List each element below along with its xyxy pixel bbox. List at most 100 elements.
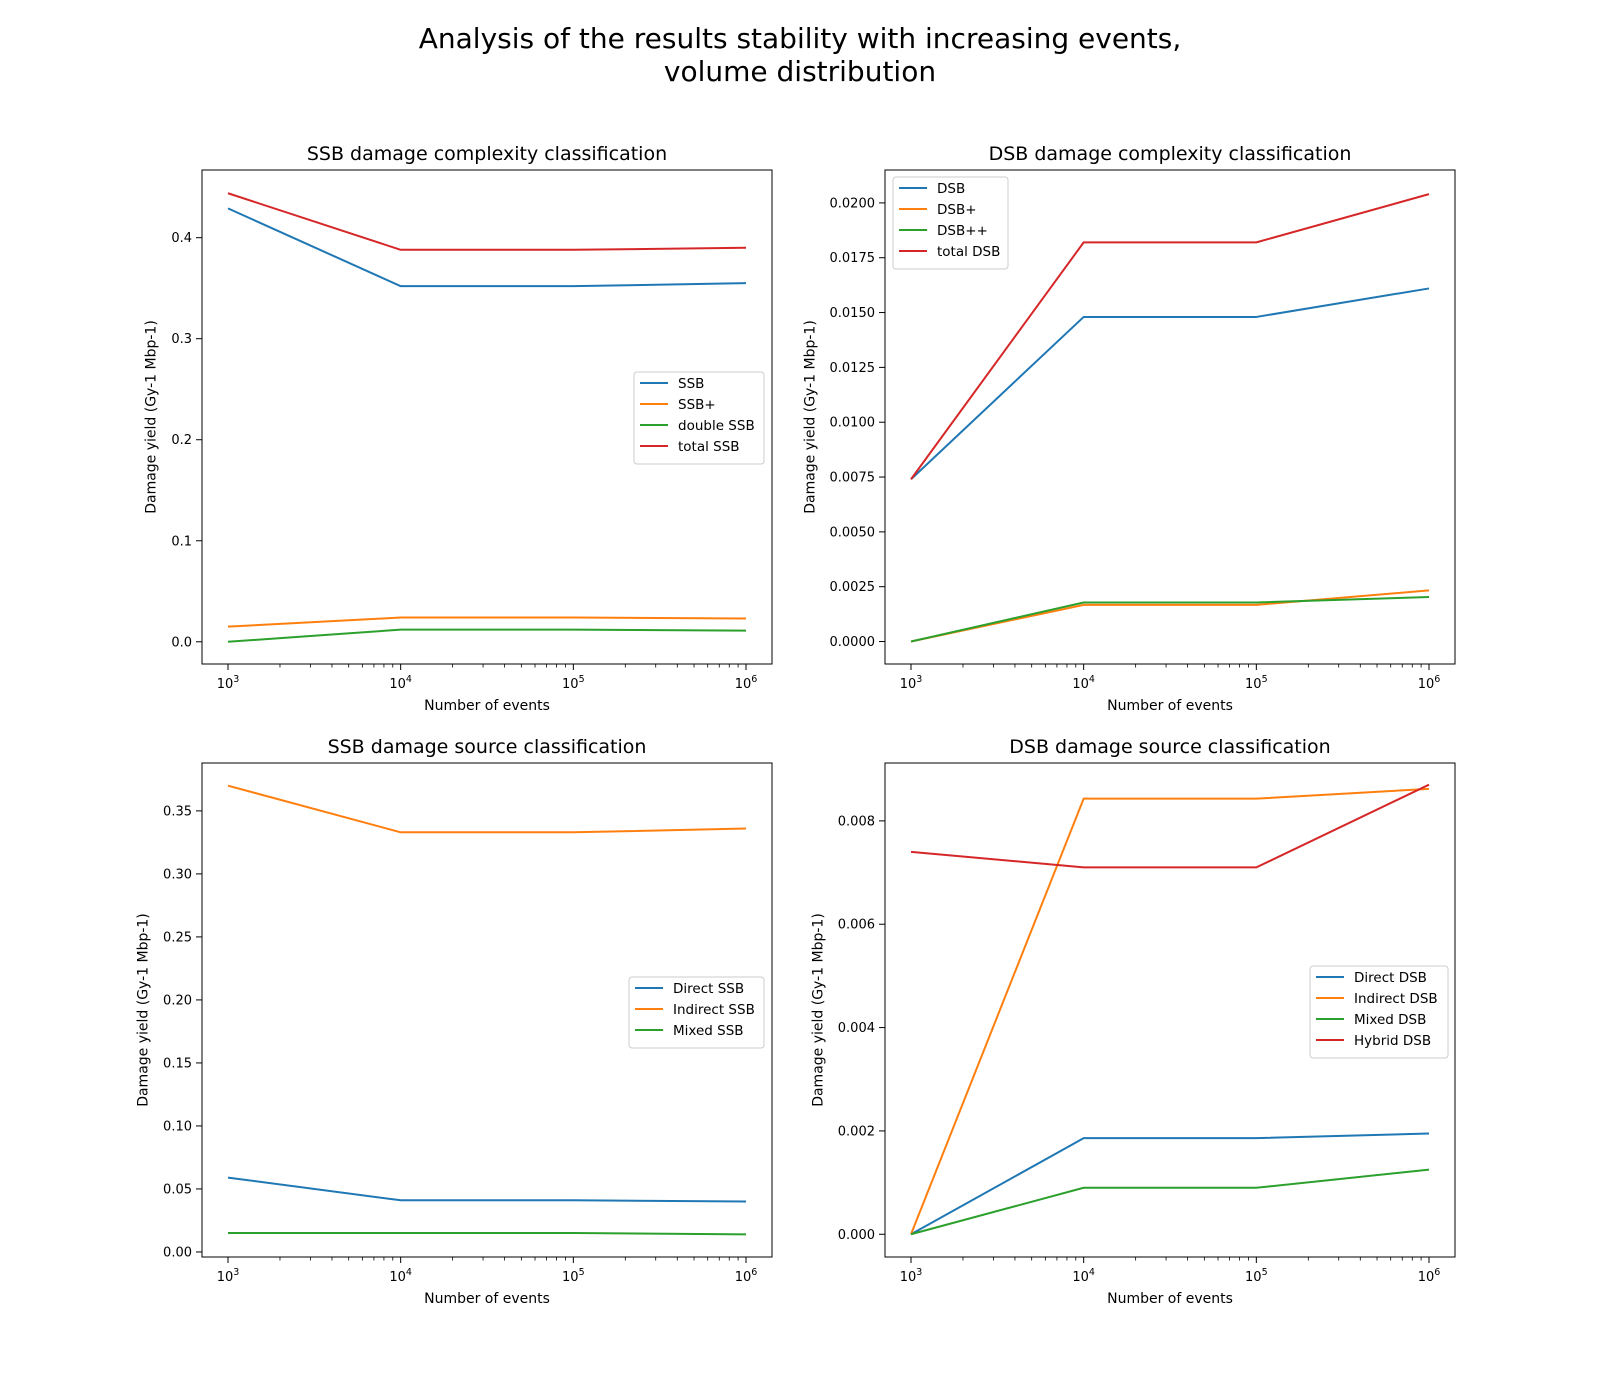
y-tick-label: 0.000 xyxy=(838,1228,875,1243)
chart-panel-2: DSB damage complexity classification 103 1… xyxy=(802,143,1456,714)
series-line-dsb xyxy=(910,589,1430,643)
x-tick-label: 104 xyxy=(1072,674,1095,692)
y-tick-label: 0.05 xyxy=(163,1182,192,1197)
legend-box xyxy=(892,176,1009,270)
series-line-mixed-ssb xyxy=(228,1232,747,1236)
legend: Direct DSB Indirect DSB Mixed DSB Hybrid DS… xyxy=(1309,965,1449,1059)
y-axis-label: Damage yield (Gy-1 Mbp-1) xyxy=(811,913,827,1107)
x-tick-label: 103 xyxy=(217,1267,240,1285)
chart-title: SSB damage complexity classification xyxy=(307,143,667,165)
series-line-ssb xyxy=(227,207,747,288)
x-tick-label: 105 xyxy=(1245,1267,1268,1285)
y-tick-label: 0.0025 xyxy=(830,580,876,595)
y-tick-label: 0.0150 xyxy=(830,306,876,321)
y-tick-label: 0.002 xyxy=(838,1124,875,1139)
series-line-dsb xyxy=(910,287,1430,480)
x-tick-label: 103 xyxy=(900,1267,923,1285)
figure-title: Analysis of the results stability with i… xyxy=(0,22,1600,88)
x-axis-label: Number of events xyxy=(424,1291,550,1307)
legend-label-mixed-dsb: Mixed DSB xyxy=(1354,1012,1426,1028)
y-tick-label: 0.30 xyxy=(163,867,192,882)
legend: DSB DSB+ DSB++ total DSB xyxy=(892,176,1009,270)
x-axis-label: Number of events xyxy=(1107,698,1233,714)
legend-label-hybrid-dsb: Hybrid DSB xyxy=(1354,1033,1431,1049)
y-tick-label: 0.0075 xyxy=(830,471,876,486)
y-tick-label: 0.004 xyxy=(838,1021,875,1036)
y-tick-label: 0.0000 xyxy=(830,635,876,650)
y-tick-label: 0.20 xyxy=(163,993,192,1008)
series-line-direct-dsb xyxy=(910,1132,1430,1236)
y-tick-label: 0.0100 xyxy=(830,416,876,431)
legend-label-direct-ssb: Direct SSB xyxy=(673,981,744,997)
y-tick-label: 0.10 xyxy=(163,1119,192,1134)
legend: Direct SSB Indirect SSB Mixed SSB xyxy=(628,976,765,1049)
legend-label-dsb: DSB++ xyxy=(937,223,988,239)
y-tick-label: 0.25 xyxy=(163,930,192,945)
legend-label-total-ssb: total SSB xyxy=(678,439,740,455)
chart-panel-4: DSB damage source classification 103 104 10… xyxy=(811,736,1456,1307)
series-line-hybrid-dsb xyxy=(910,783,1430,869)
series-line-indirect-dsb xyxy=(910,787,1430,1235)
y-tick-label: 0.3 xyxy=(171,332,192,347)
chart-panel-3: SSB damage source classification 103 104 10… xyxy=(136,736,773,1307)
y-tick-label: 0.008 xyxy=(838,814,875,829)
x-tick-label: 106 xyxy=(1418,1267,1441,1285)
x-tick-label: 106 xyxy=(735,674,758,692)
series-line-double-ssb xyxy=(227,628,747,643)
y-tick-label: 0.00 xyxy=(163,1245,192,1260)
legend: SSB SSB+ double SSB total SSB xyxy=(633,371,765,465)
legend-label-indirect-ssb: Indirect SSB xyxy=(673,1002,755,1018)
y-tick-label: 0.4 xyxy=(171,231,192,246)
legend-label-total-dsb: total DSB xyxy=(937,244,1000,260)
x-tick-label: 104 xyxy=(389,1267,412,1285)
x-tick-label: 104 xyxy=(389,674,412,692)
figure-title-line-1: Analysis of the results stability with i… xyxy=(418,22,1182,55)
x-tick-label: 103 xyxy=(217,674,240,692)
series-line-indirect-ssb xyxy=(227,784,747,834)
series-line-direct-ssb xyxy=(227,1176,747,1203)
legend-label-mixed-ssb: Mixed SSB xyxy=(673,1023,744,1039)
series-line-dsb xyxy=(910,596,1430,643)
plot-frame xyxy=(201,169,773,665)
y-tick-label: 0.0175 xyxy=(830,251,876,266)
x-tick-label: 103 xyxy=(900,674,923,692)
x-tick-label: 105 xyxy=(1245,674,1268,692)
legend-label-ssb: SSB+ xyxy=(678,397,716,413)
y-tick-label: 0.006 xyxy=(838,918,875,933)
series-line-ssb xyxy=(227,616,747,628)
chart-title: DSB damage source classification xyxy=(1009,736,1330,758)
y-tick-label: 0.0125 xyxy=(830,361,876,376)
y-tick-label: 0.1 xyxy=(171,534,192,549)
series-line-total-ssb xyxy=(227,192,747,251)
legend-label-ssb: SSB xyxy=(678,376,704,392)
x-axis-label: Number of events xyxy=(1107,1291,1233,1307)
chart-title: DSB damage complexity classification xyxy=(989,143,1352,165)
legend-label-indirect-dsb: Indirect DSB xyxy=(1354,991,1438,1007)
y-tick-label: 0.0 xyxy=(171,635,192,650)
x-tick-label: 106 xyxy=(735,1267,758,1285)
x-tick-label: 106 xyxy=(1418,674,1441,692)
x-tick-label: 105 xyxy=(562,674,585,692)
x-axis-label: Number of events xyxy=(424,698,550,714)
y-tick-label: 0.0050 xyxy=(830,525,876,540)
plot-frame xyxy=(884,169,1456,665)
series-line-total-dsb xyxy=(910,193,1430,480)
legend-box xyxy=(633,371,765,465)
legend-box xyxy=(1309,965,1449,1059)
chart-panel-1: SSB damage complexity classification 103 1… xyxy=(144,143,773,714)
figure-title-line-2: volume distribution xyxy=(663,55,937,88)
legend-label-dsb: DSB xyxy=(937,181,965,197)
x-tick-label: 104 xyxy=(1072,1267,1095,1285)
legend-label-dsb: DSB+ xyxy=(937,202,977,218)
x-tick-label: 105 xyxy=(562,1267,585,1285)
legend-label-direct-dsb: Direct DSB xyxy=(1354,970,1427,986)
plot-frame xyxy=(201,762,773,1258)
y-tick-label: 0.0200 xyxy=(830,196,876,211)
series-line-mixed-dsb xyxy=(910,1168,1430,1236)
y-axis-label: Damage yield (Gy-1 Mbp-1) xyxy=(144,320,160,514)
y-axis-label: Damage yield (Gy-1 Mbp-1) xyxy=(136,913,152,1107)
y-tick-label: 0.15 xyxy=(163,1056,192,1071)
legend-label-double-ssb: double SSB xyxy=(678,418,755,434)
y-tick-label: 0.35 xyxy=(163,804,192,819)
